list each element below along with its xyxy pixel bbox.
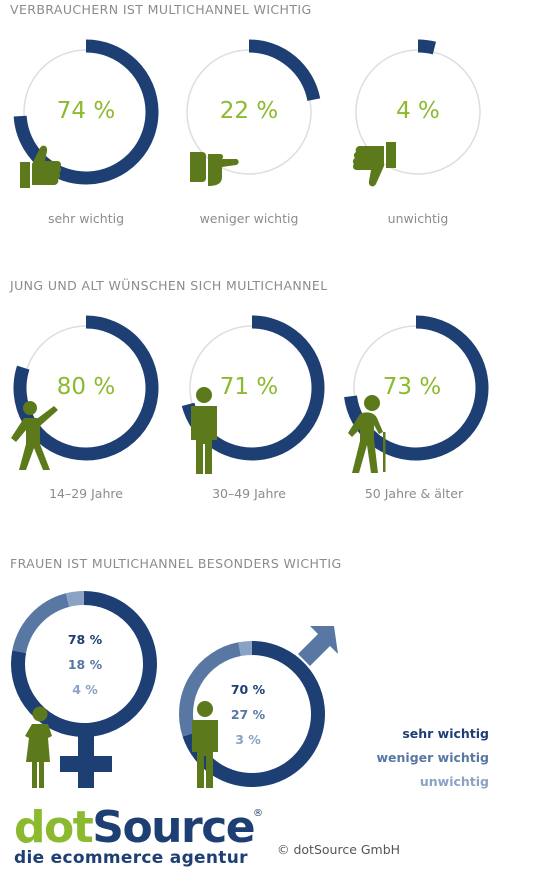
logo-dot: dot: [14, 802, 94, 853]
ring-value-arc: [181, 315, 325, 461]
ring-weniger-wichtig: [186, 39, 321, 175]
maenner-weniger-wichtig: 27 %: [230, 707, 266, 722]
dotsource-logo: dotSource ® die ecommerce agentur: [14, 806, 263, 869]
ring-value-arc: [248, 39, 321, 102]
arc-weniger-wichtig: [12, 593, 70, 654]
adult-person-icon: [191, 387, 217, 474]
frauen-weniger-wichtig: 18 %: [67, 657, 103, 672]
caption-50-plus: 50 Jahre & älter: [364, 486, 464, 501]
pct-unwichtig: 4 %: [396, 98, 440, 124]
pct-30-49: 71 %: [219, 374, 279, 400]
maenner-unwichtig: 3 %: [235, 732, 261, 747]
section-3-heading: FRAUEN IST MULTICHANNEL BESONDERS WICHTI…: [10, 556, 342, 571]
arc-sehr-wichtig: [11, 591, 157, 737]
frauen-sehr-wichtig: 78 %: [67, 632, 103, 647]
pct-50-plus: 73 %: [382, 374, 442, 400]
ring-value-arc: [417, 39, 437, 55]
arc-sehr-wichtig: [182, 641, 325, 787]
caption-unwichtig: unwichtig: [387, 211, 449, 226]
logo-registered: ®: [253, 808, 263, 819]
logo-tagline: die ecommerce agentur: [14, 848, 248, 868]
section-2-heading: JUNG UND ALT WÜNSCHEN SICH MULTICHANNEL: [10, 278, 328, 293]
caption-14-29: 14–29 Jahre: [49, 486, 123, 501]
man-figure-icon: [192, 701, 218, 788]
legend-weniger-wichtig: weniger wichtig: [376, 750, 490, 765]
male-symbol-icon: [298, 626, 338, 666]
female-symbol-icon: [60, 728, 112, 788]
legend-unwichtig: unwichtig: [419, 774, 489, 789]
arc-weniger-wichtig: [179, 642, 242, 737]
maenner-sehr-wichtig: 70 %: [230, 682, 266, 697]
young-person-icon: [11, 401, 58, 470]
caption-sehr-wichtig: sehr wichtig: [47, 211, 125, 226]
pct-14-29: 80 %: [56, 374, 116, 400]
ring-frauen: [11, 591, 157, 737]
logo-source: Source: [92, 802, 255, 853]
frauen-unwichtig: 4 %: [72, 682, 98, 697]
caption-weniger-wichtig: weniger wichtig: [199, 211, 299, 226]
ring-14-29: [13, 315, 159, 461]
ring-value-arc: [13, 315, 159, 461]
ring-unwichtig: [355, 39, 481, 175]
legend-sehr-wichtig: sehr wichtig: [402, 726, 489, 741]
thumbs-down-icon: [352, 142, 396, 187]
thumb-sideways-icon: [190, 152, 239, 186]
copyright: © dotSource GmbH: [277, 842, 401, 857]
arc-unwichtig: [238, 641, 253, 657]
ring-maenner: [179, 641, 325, 787]
ring-30-49: [181, 315, 325, 461]
thumbs-up-icon: [20, 145, 62, 188]
arc-unwichtig: [65, 591, 85, 607]
caption-30-49: 30–49 Jahre: [212, 486, 286, 501]
section-1-heading: VERBRAUCHERN IST MULTICHANNEL WICHTIG: [10, 2, 312, 17]
pct-sehr-wichtig: 74 %: [56, 98, 116, 124]
senior-with-cane-icon: [348, 395, 386, 473]
pct-weniger-wichtig: 22 %: [219, 98, 279, 124]
woman-figure-icon: [25, 706, 52, 788]
